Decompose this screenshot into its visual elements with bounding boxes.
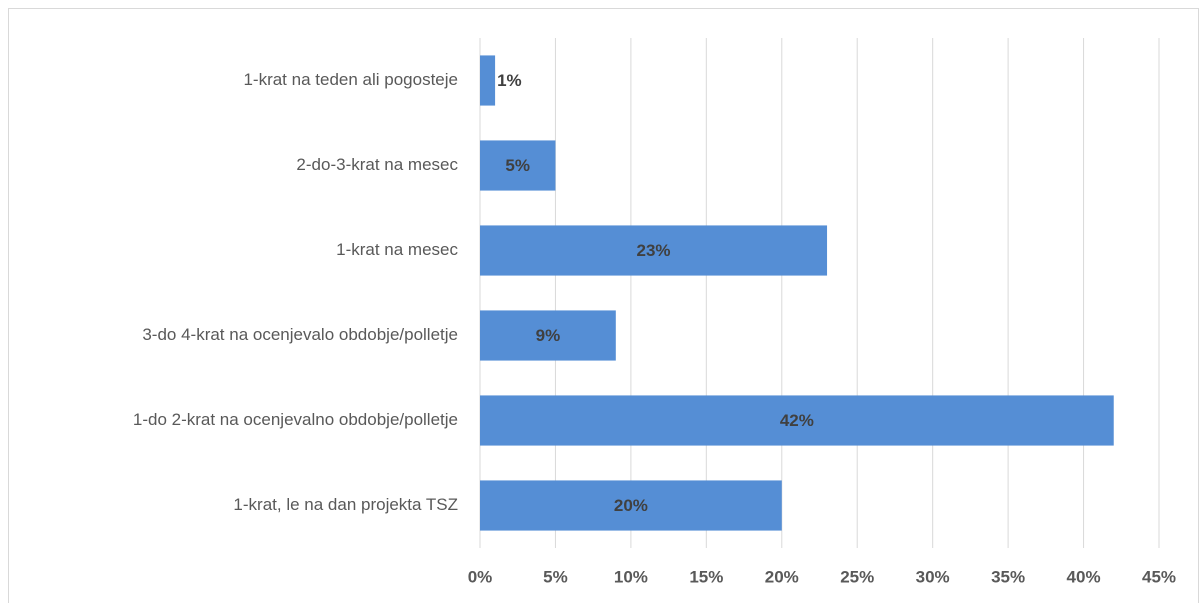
bar — [480, 480, 782, 531]
data-label: 20% — [614, 496, 648, 515]
data-label: 42% — [780, 411, 814, 430]
chart-border — [8, 8, 1199, 603]
x-tick-label: 45% — [1142, 567, 1176, 586]
bar — [480, 395, 1114, 446]
y-tick-label: 1-krat na teden ali pogosteje — [243, 70, 458, 89]
data-label: 23% — [637, 241, 671, 260]
data-label: 5% — [505, 156, 530, 175]
x-tick-label: 10% — [614, 567, 648, 586]
y-tick-label: 2-do-3-krat na mesec — [296, 155, 458, 174]
y-tick-label: 3-do 4-krat na ocenjevalo obdobje/pollet… — [142, 325, 458, 344]
x-tick-label: 35% — [991, 567, 1025, 586]
y-tick-label: 1-krat, le na dan projekta TSZ — [233, 495, 458, 514]
x-tick-label: 5% — [543, 567, 568, 586]
data-label: 1% — [497, 71, 522, 90]
bar — [480, 140, 556, 191]
y-tick-label: 1-do 2-krat na ocenjevalno obdobje/polle… — [133, 410, 458, 429]
x-tick-label: 0% — [468, 567, 493, 586]
bar — [480, 55, 496, 106]
x-tick-label: 25% — [840, 567, 874, 586]
bar — [480, 310, 616, 361]
x-tick-label: 30% — [916, 567, 950, 586]
bar — [480, 225, 828, 276]
x-tick-label: 20% — [765, 567, 799, 586]
x-tick-label: 40% — [1067, 567, 1101, 586]
data-label: 9% — [536, 326, 561, 345]
x-tick-label: 15% — [689, 567, 723, 586]
y-tick-label: 1-krat na mesec — [336, 240, 458, 259]
